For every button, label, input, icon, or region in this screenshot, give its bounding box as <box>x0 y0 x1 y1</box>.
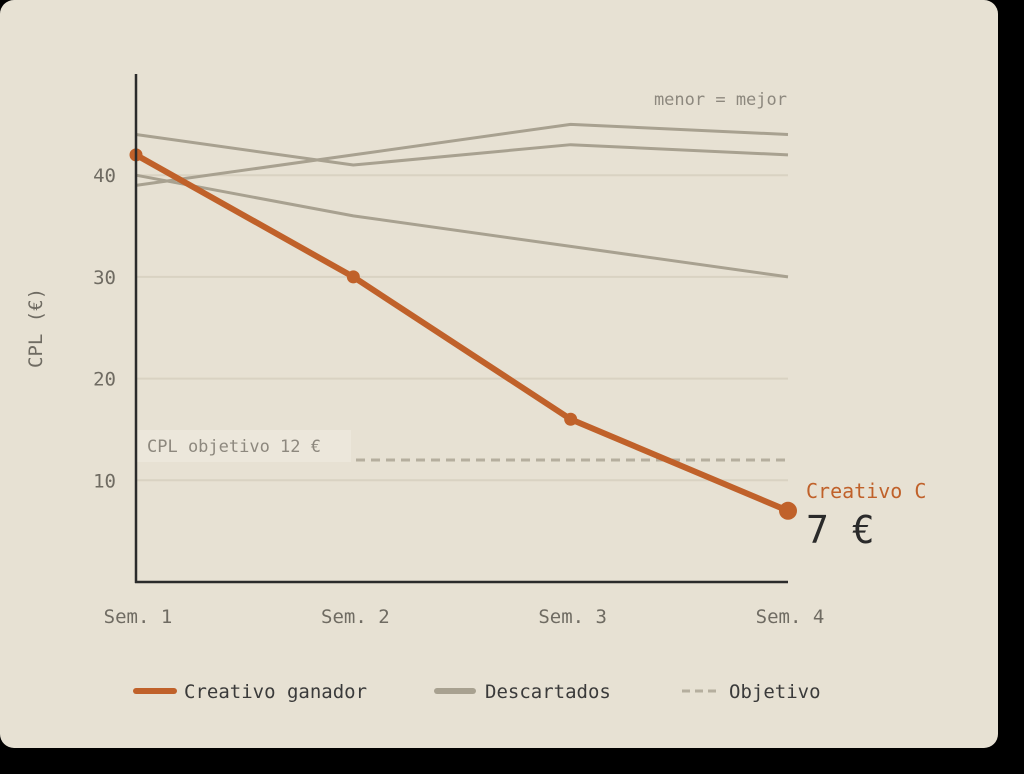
legend-layer: Creativo ganador Descartados Objetivo <box>133 681 821 703</box>
legend-label: Creativo ganador <box>184 681 367 703</box>
x-tick-label: Sem. 4 <box>756 606 825 628</box>
grid-layer <box>136 174 788 482</box>
y-tick-label: 30 <box>93 267 116 289</box>
discarded-series-line-3 <box>135 173 789 279</box>
x-tick-label: Sem. 1 <box>104 606 173 628</box>
text-layer: 10 20 30 40 Sem. 1 Sem. 2 Sem. 3 Sem. 4 CPL (€) m… <box>25 90 926 628</box>
chart-card: CPL objetivo 12 € 10 20 30 40 Sem. 1 Sem. 2 Se… <box>0 0 998 748</box>
target-layer: CPL objetivo 12 € <box>137 430 788 462</box>
winner-series-line <box>133 151 791 514</box>
discarded-series-line-1 <box>135 133 789 167</box>
winner-value: 7 € <box>806 508 875 552</box>
winner-point <box>564 412 578 426</box>
legend-label: Descartados <box>485 681 611 703</box>
y-tick-label: 20 <box>93 369 116 391</box>
annotation-text: menor = mejor <box>654 90 787 110</box>
series-layer <box>129 122 797 520</box>
discarded-series-line-2 <box>135 122 789 187</box>
target-label: CPL objetivo 12 € <box>147 437 321 457</box>
axis-layer <box>134 74 788 584</box>
winner-point <box>779 501 797 520</box>
winner-point <box>346 270 360 284</box>
y-tick-label: 10 <box>93 470 116 492</box>
winner-name: Creativo C <box>806 479 926 503</box>
y-axis-label: CPL (€) <box>25 288 47 368</box>
x-tick-label: Sem. 2 <box>321 606 390 628</box>
target-label-background <box>137 430 351 462</box>
y-tick-label: 40 <box>93 165 116 187</box>
legend-label: Objetivo <box>729 681 821 703</box>
x-tick-label: Sem. 3 <box>538 606 607 628</box>
